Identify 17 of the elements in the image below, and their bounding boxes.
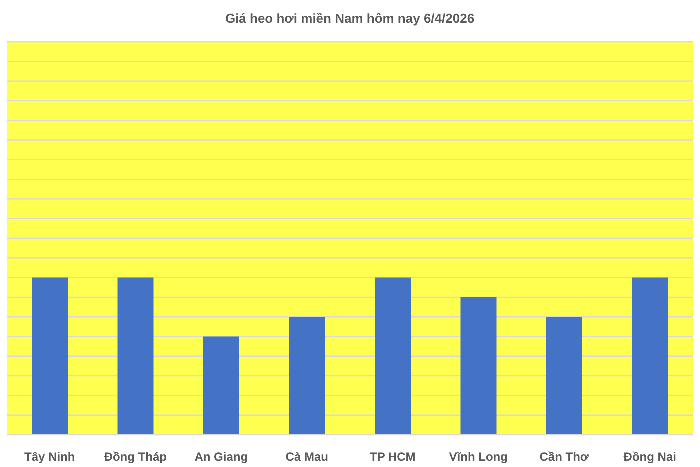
bar [546, 317, 582, 435]
x-tick-label: Đồng Tháp [104, 450, 167, 464]
x-tick-label: Đồng Nai [624, 450, 676, 464]
bar [375, 278, 411, 435]
x-tick-label: Tây Ninh [24, 450, 76, 464]
x-tick-label: An Giang [194, 450, 248, 464]
bar [204, 336, 240, 435]
x-tick-label: Vĩnh Long [449, 450, 508, 464]
x-tick-label: TP HCM [370, 450, 416, 464]
bar [289, 317, 326, 435]
bar [32, 278, 68, 435]
x-tick-label: Cần Thơ [540, 450, 590, 464]
bar [118, 278, 154, 435]
bar [632, 278, 668, 435]
bar [460, 297, 497, 435]
chart-title: Giá heo hơi miền Nam hôm nay 6/4/2026 [224, 11, 476, 26]
x-tick-label: Cà Mau [286, 450, 328, 464]
